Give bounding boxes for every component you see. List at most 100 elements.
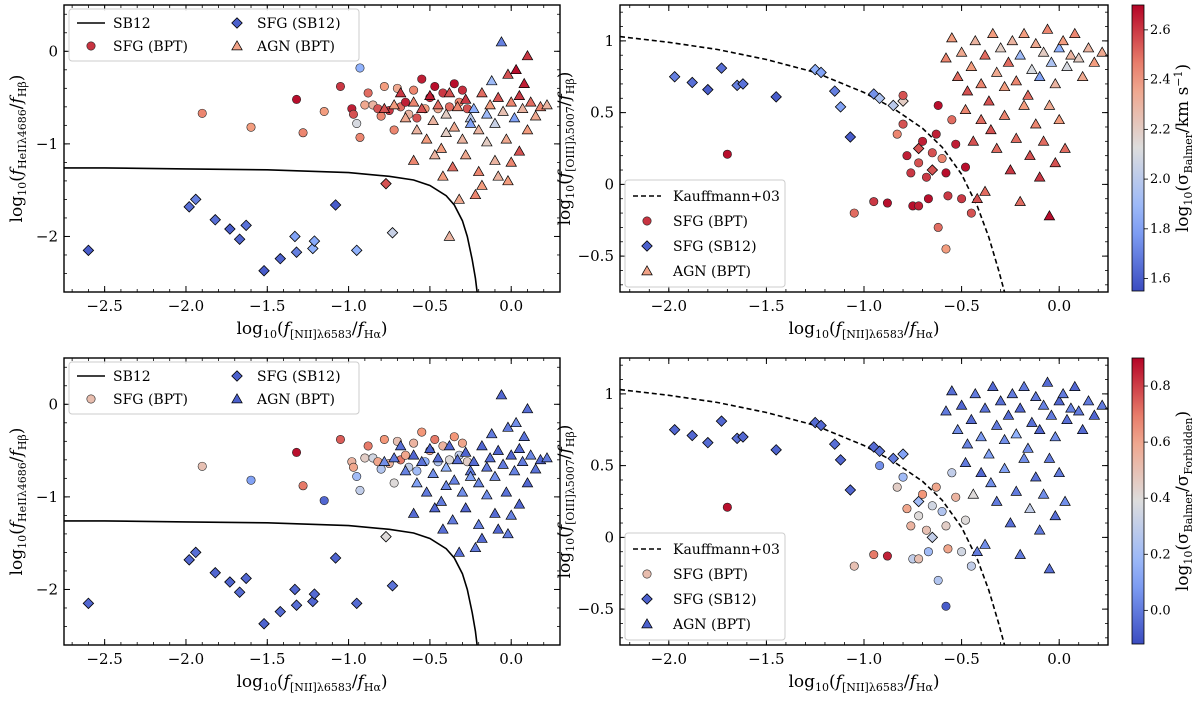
agn-bpt-marker (1029, 471, 1042, 482)
legend-circle-marker (642, 569, 652, 579)
agn-bpt-marker (446, 161, 459, 172)
agn-bpt-marker (979, 185, 991, 196)
agn-bpt-marker (456, 486, 469, 497)
agn-bpt-marker (1045, 56, 1058, 67)
agn-bpt-marker (492, 523, 505, 534)
sfg-bpt-marker (444, 455, 454, 465)
agn-bpt-marker (521, 124, 534, 135)
agn-bpt-marker (1006, 34, 1019, 46)
sfg-bpt-marker (376, 464, 386, 474)
sfg-sb12-marker (873, 92, 886, 105)
agn-bpt-marker (407, 507, 420, 518)
agn-bpt-marker (1037, 399, 1050, 410)
agn-bpt-marker (1029, 37, 1042, 48)
sfg-bpt-marker (951, 492, 961, 502)
agn-bpt-marker (516, 102, 529, 113)
colorbar (1131, 357, 1145, 645)
agn-bpt-marker (407, 96, 420, 107)
agn-bpt-marker (990, 419, 1003, 430)
sfg-bpt-marker (360, 453, 370, 463)
agn-bpt-marker (969, 34, 982, 46)
plot-area (64, 389, 553, 645)
sfg-bpt-marker (937, 507, 947, 517)
sfg-bpt-marker (319, 496, 329, 506)
legend-label: SFG (BPT) (673, 214, 748, 230)
sfg-sb12-marker (702, 436, 714, 449)
agn-bpt-marker (505, 509, 518, 520)
agn-bpt-marker (971, 192, 984, 203)
sfg-bpt-marker (298, 481, 308, 491)
agn-bpt-marker (513, 89, 526, 100)
agn-bpt-marker (437, 523, 449, 534)
sfg-bpt-marker (961, 162, 971, 172)
agn-bpt-marker (435, 495, 448, 506)
agn-bpt-marker (1059, 495, 1071, 506)
agn-bpt-marker (510, 416, 522, 428)
agn-bpt-marker (481, 461, 493, 472)
sfg-sb12-marker (926, 164, 939, 176)
legend-diamond-marker (641, 593, 653, 605)
agn-bpt-marker (1014, 402, 1026, 413)
agn-bpt-marker (464, 470, 477, 481)
agn-bpt-marker (508, 112, 521, 123)
sfg-sb12-marker (82, 244, 95, 257)
sb12-curve (64, 167, 478, 292)
plot-area (620, 376, 1108, 645)
agn-bpt-marker (967, 135, 980, 146)
sfg-bpt-marker (319, 106, 329, 116)
x-axis-label: log10(f[NII]λ6583/fHα) (788, 319, 939, 341)
colorbar-tick-label: 2.2 (1150, 122, 1171, 137)
agn-bpt-marker (541, 452, 553, 463)
agn-bpt-marker (1024, 149, 1036, 160)
agn-bpt-marker (940, 52, 952, 63)
sfg-bpt-marker (430, 434, 440, 444)
sfg-bpt-marker (957, 547, 967, 557)
agn-bpt-marker (955, 46, 968, 57)
sfg-bpt-marker (197, 461, 207, 471)
y-tick-label: 0.5 (590, 457, 614, 475)
sfg-sb12-marker (926, 531, 939, 544)
agn-bpt-marker (489, 154, 501, 165)
agn-bpt-marker (476, 532, 488, 543)
agn-bpt-marker (1014, 548, 1026, 559)
sfg-sb12-marker (258, 264, 270, 277)
plot-area (620, 23, 1108, 292)
agn-bpt-marker (489, 470, 501, 481)
sfg-sb12-marker (289, 230, 301, 243)
sfg-bpt-marker (722, 502, 732, 512)
agn-bpt-marker (1004, 517, 1017, 528)
agn-bpt-marker (1026, 63, 1038, 74)
sfg-bpt-marker (292, 447, 302, 457)
x-tick-label: 0.0 (1047, 297, 1071, 315)
agn-bpt-marker (1014, 195, 1026, 206)
sfg-bpt-marker (902, 151, 912, 161)
agn-bpt-marker (990, 66, 1003, 77)
agn-bpt-marker (443, 230, 456, 241)
agn-bpt-marker (469, 541, 482, 553)
sfg-bpt-marker (951, 139, 961, 149)
sfg-sb12-marker (809, 63, 821, 76)
sfg-bpt-marker (914, 158, 924, 168)
kauffmann-curve (620, 388, 1006, 645)
agn-bpt-marker (489, 507, 501, 518)
agn-bpt-marker (451, 453, 464, 465)
agn-bpt-marker (1002, 56, 1015, 67)
agn-bpt-marker (1053, 113, 1066, 125)
sfg-bpt-marker (869, 550, 879, 560)
agn-bpt-marker (521, 477, 534, 488)
agn-bpt-marker (415, 455, 428, 466)
agn-bpt-marker (1043, 563, 1056, 574)
sfg-bpt-marker (389, 125, 399, 135)
agn-bpt-marker (1026, 416, 1038, 427)
agn-bpt-marker (998, 80, 1011, 92)
sfg-sb12-marker (189, 546, 202, 559)
agn-bpt-marker (524, 96, 537, 107)
legend-circle-marker (642, 216, 652, 226)
agn-bpt-marker (432, 452, 444, 463)
agn-bpt-marker (505, 96, 518, 107)
colorbar-label: log10(σBalmer/σForbidden) (1173, 411, 1195, 591)
agn-bpt-marker (518, 77, 531, 88)
sfg-bpt-marker (927, 501, 937, 511)
x-tick-label: −2.0 (651, 297, 687, 315)
